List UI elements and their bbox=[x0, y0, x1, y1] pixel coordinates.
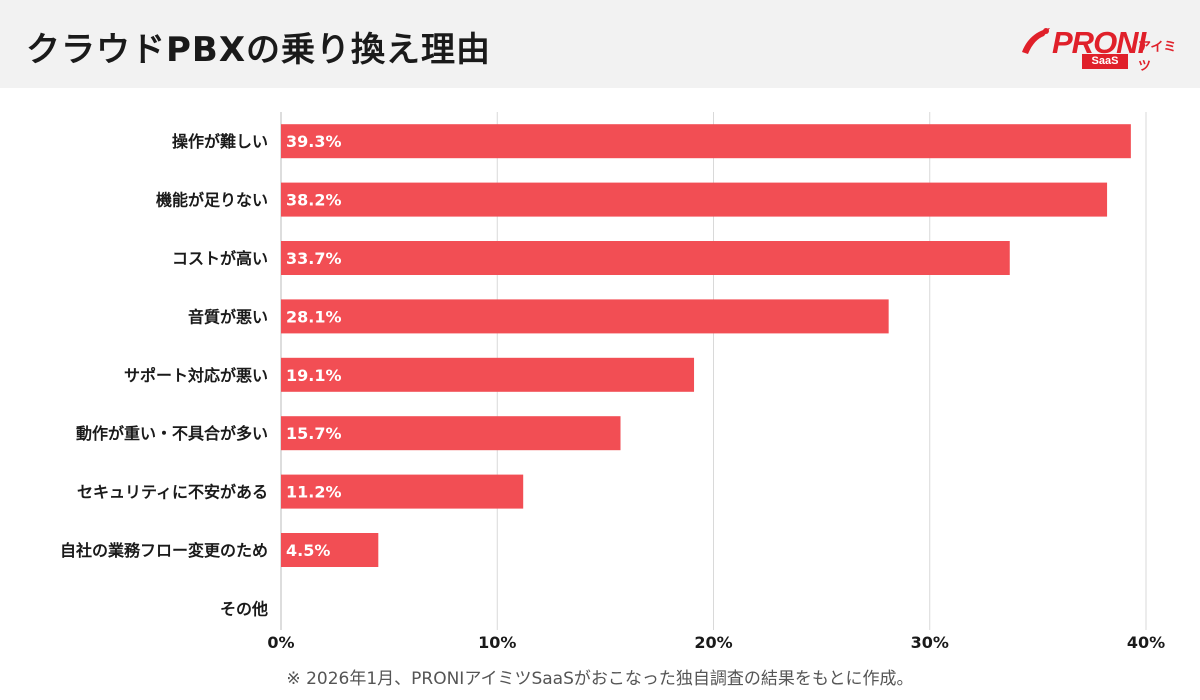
bar bbox=[281, 357, 695, 392]
header: クラウドPBXの乗り換え理由 PRONI アイミツ SaaS bbox=[0, 0, 1200, 88]
data-label: 28.1% bbox=[286, 307, 342, 326]
bar bbox=[281, 533, 379, 567]
data-label: 4.5% bbox=[286, 541, 330, 560]
category-label: 操作が難しい bbox=[172, 132, 268, 151]
category-label: 自社の業務フロー変更のため bbox=[60, 541, 268, 560]
x-tick-label: 30% bbox=[911, 633, 949, 652]
data-label: 39.3% bbox=[286, 132, 342, 151]
category-label: サポート対応が悪い bbox=[124, 366, 268, 385]
category-label: 音質が悪い bbox=[188, 307, 268, 326]
category-label: その他 bbox=[220, 599, 268, 618]
category-label: 動作が重い・不具合が多い bbox=[76, 424, 268, 443]
swoosh-icon bbox=[1022, 28, 1050, 54]
category-label: コストが高い bbox=[172, 249, 268, 268]
bar bbox=[281, 124, 1131, 159]
category-label: 機能が足りない bbox=[156, 191, 268, 210]
page-title: クラウドPBXの乗り換え理由 bbox=[26, 30, 492, 70]
data-label: 38.2% bbox=[286, 191, 342, 210]
x-tick-label: 40% bbox=[1127, 633, 1165, 652]
proni-logo: PRONI アイミツ SaaS bbox=[1020, 20, 1180, 74]
data-label: 11.2% bbox=[286, 483, 342, 502]
source-note: ※ 2026年1月、PRONIアイミツSaaSがおこなった独自調査の結果をもとに… bbox=[286, 669, 914, 689]
x-tick-label: 20% bbox=[694, 633, 732, 652]
data-label: 15.7% bbox=[286, 424, 342, 443]
bar bbox=[281, 416, 621, 451]
bar bbox=[281, 241, 1010, 275]
logo-suffix: アイミツ bbox=[1138, 40, 1177, 74]
data-label: 33.7% bbox=[286, 249, 342, 268]
category-label: セキュリティに不安がある bbox=[77, 483, 268, 502]
x-tick-label: 0% bbox=[267, 633, 294, 652]
bar bbox=[281, 299, 889, 334]
x-tick-label: 10% bbox=[478, 633, 516, 652]
bar-chart: 0% 10% 20% 30% 40% 操作が難しい 39.3% 機能が足りない 38.2% コスト… bbox=[60, 112, 1165, 652]
logo-badge: SaaS bbox=[1082, 54, 1128, 69]
bar bbox=[281, 182, 1108, 217]
data-label: 19.1% bbox=[286, 366, 342, 385]
bar bbox=[281, 474, 524, 509]
